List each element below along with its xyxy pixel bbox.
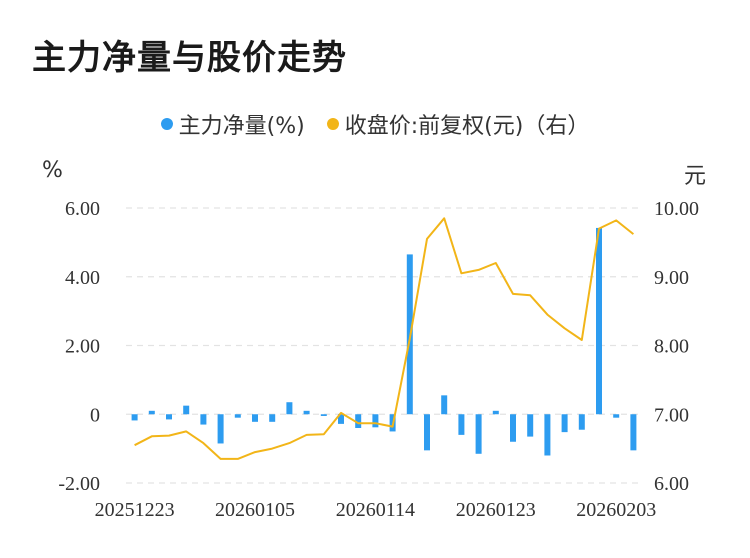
x-tick-label: 20260114 xyxy=(336,499,415,521)
bar-main-force xyxy=(252,414,258,422)
x-tick-label: 20260203 xyxy=(576,499,656,521)
grid-lines xyxy=(126,207,642,484)
bar-main-force xyxy=(200,414,207,425)
bar-main-force xyxy=(544,414,551,456)
bar-main-force xyxy=(630,414,637,451)
bar-main-force xyxy=(596,227,602,415)
line-layer xyxy=(134,217,635,460)
legend-dot-orange xyxy=(326,118,339,130)
right-tick-label: 6.00 xyxy=(654,473,689,495)
bar-main-force xyxy=(269,414,276,422)
legend-item-close-price[interactable]: 收盘价:前复权(元)（右） xyxy=(326,108,590,140)
left-axis-unit: % xyxy=(42,158,63,183)
bar-main-force xyxy=(527,414,534,437)
bar-main-force xyxy=(183,405,190,415)
x-tick-label: 20260105 xyxy=(215,499,295,521)
tick-labels: 6.00 4.00 2.00 0 -2.00 10.00 9.00 8.00 7.00 6.00 2… xyxy=(58,198,699,521)
left-tick-label: 4.00 xyxy=(65,267,100,289)
bar-main-force xyxy=(217,414,224,444)
right-axis-unit: 元 xyxy=(684,164,707,189)
bar-main-force xyxy=(131,414,138,421)
bar-main-force xyxy=(234,414,241,418)
left-tick-label: -2.00 xyxy=(58,473,100,495)
bar-main-force xyxy=(613,414,620,418)
legend: 主力净量(%) 收盘价:前复权(元)（右） xyxy=(0,108,750,140)
x-tick-label: 20260123 xyxy=(456,499,536,521)
legend-dot-blue xyxy=(160,118,173,130)
line-close-price xyxy=(134,217,635,460)
bar-main-force xyxy=(148,410,155,415)
bar-main-force xyxy=(424,414,430,451)
bar-main-force xyxy=(303,410,310,415)
bar-main-force xyxy=(166,414,172,420)
bar-main-force xyxy=(492,410,499,415)
bar-main-force xyxy=(320,414,327,416)
right-tick-label: 10.00 xyxy=(654,198,699,220)
bar-main-force xyxy=(561,414,568,433)
x-tick-label: 20251223 xyxy=(95,499,175,521)
legend-item-main-force[interactable]: 主力净量(%) xyxy=(160,108,305,140)
bar-main-force xyxy=(355,414,362,428)
bar-main-force xyxy=(372,414,379,428)
right-tick-label: 7.00 xyxy=(654,404,689,426)
left-tick-label: 2.00 xyxy=(65,336,100,358)
left-tick-label: 6.00 xyxy=(65,198,100,220)
bar-main-force xyxy=(338,414,344,424)
right-tick-label: 8.00 xyxy=(654,336,689,358)
bars-layer xyxy=(131,227,637,456)
left-tick-label: 0 xyxy=(90,404,100,426)
bar-main-force xyxy=(286,402,293,415)
bar-main-force xyxy=(475,414,482,454)
right-tick-label: 9.00 xyxy=(654,267,689,289)
bar-main-force xyxy=(458,414,465,435)
bar-main-force xyxy=(510,414,516,442)
chart-title: 主力净量与股价走势 xyxy=(32,38,347,78)
bar-main-force xyxy=(578,414,585,430)
legend-label-close-price: 收盘价:前复权(元)（右） xyxy=(344,114,590,139)
bar-main-force xyxy=(441,395,448,415)
legend-label-main-force: 主力净量(%) xyxy=(178,114,305,139)
